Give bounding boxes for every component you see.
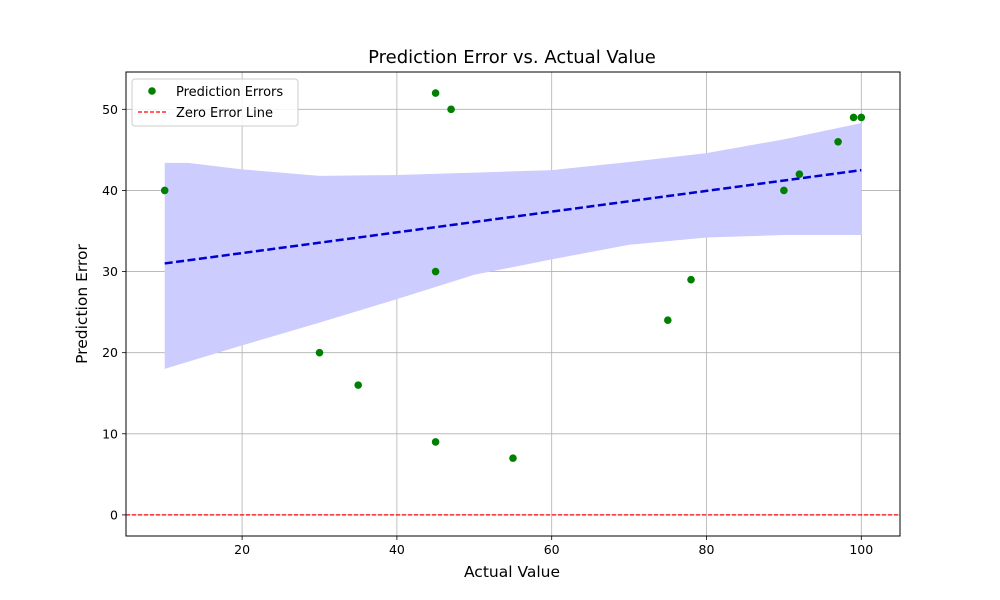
data-point: [315, 348, 324, 357]
x-tick-label: 100: [849, 542, 873, 557]
data-point: [795, 170, 804, 179]
regression-line: [164, 168, 862, 265]
legend-box: [131, 78, 299, 127]
y-axis-label: Prediction Error: [73, 244, 91, 364]
data-point: [834, 137, 842, 146]
y-tick-label: 0: [110, 507, 118, 522]
y-tick-label: 40: [102, 183, 118, 198]
legend-label-zero-error-line: Zero Error Line: [176, 106, 273, 121]
data-point: [160, 186, 169, 195]
data-point: [431, 267, 440, 276]
x-tick-label: 40: [389, 542, 405, 557]
x-axis-label: Actual Value: [464, 563, 560, 581]
x-tick-label: 80: [699, 542, 715, 557]
data-point: [447, 105, 455, 114]
y-tick-label: 50: [102, 102, 118, 117]
data-point: [431, 89, 440, 97]
y-tick-label: 10: [102, 426, 118, 441]
data-point: [849, 113, 858, 122]
chart-title: Prediction Error vs. Actual Value: [368, 47, 656, 68]
y-tick-label: 20: [102, 345, 118, 360]
y-tick-label: 30: [102, 264, 118, 279]
data-point: [857, 113, 866, 122]
data-point: [431, 438, 440, 446]
confidence-band-layer: [164, 123, 862, 369]
x-tick-label: 60: [544, 542, 560, 557]
data-point: [509, 454, 517, 462]
axis-ticks: 20 40 60 80 100 0 10 20 30 40 50: [102, 102, 873, 557]
data-point: [354, 381, 363, 389]
x-tick-label: 20: [234, 542, 250, 557]
series-layer: [126, 89, 900, 516]
data-point: [780, 186, 788, 195]
legend-label-prediction-errors: Prediction Errors: [176, 85, 283, 100]
data-point: [687, 275, 695, 284]
legend-marker-prediction-errors: [148, 87, 156, 95]
confidence-band: [164, 123, 862, 369]
legend: Prediction Errors Zero Error Line: [131, 78, 299, 127]
plot-frame: [125, 71, 901, 537]
data-point: [664, 316, 672, 325]
